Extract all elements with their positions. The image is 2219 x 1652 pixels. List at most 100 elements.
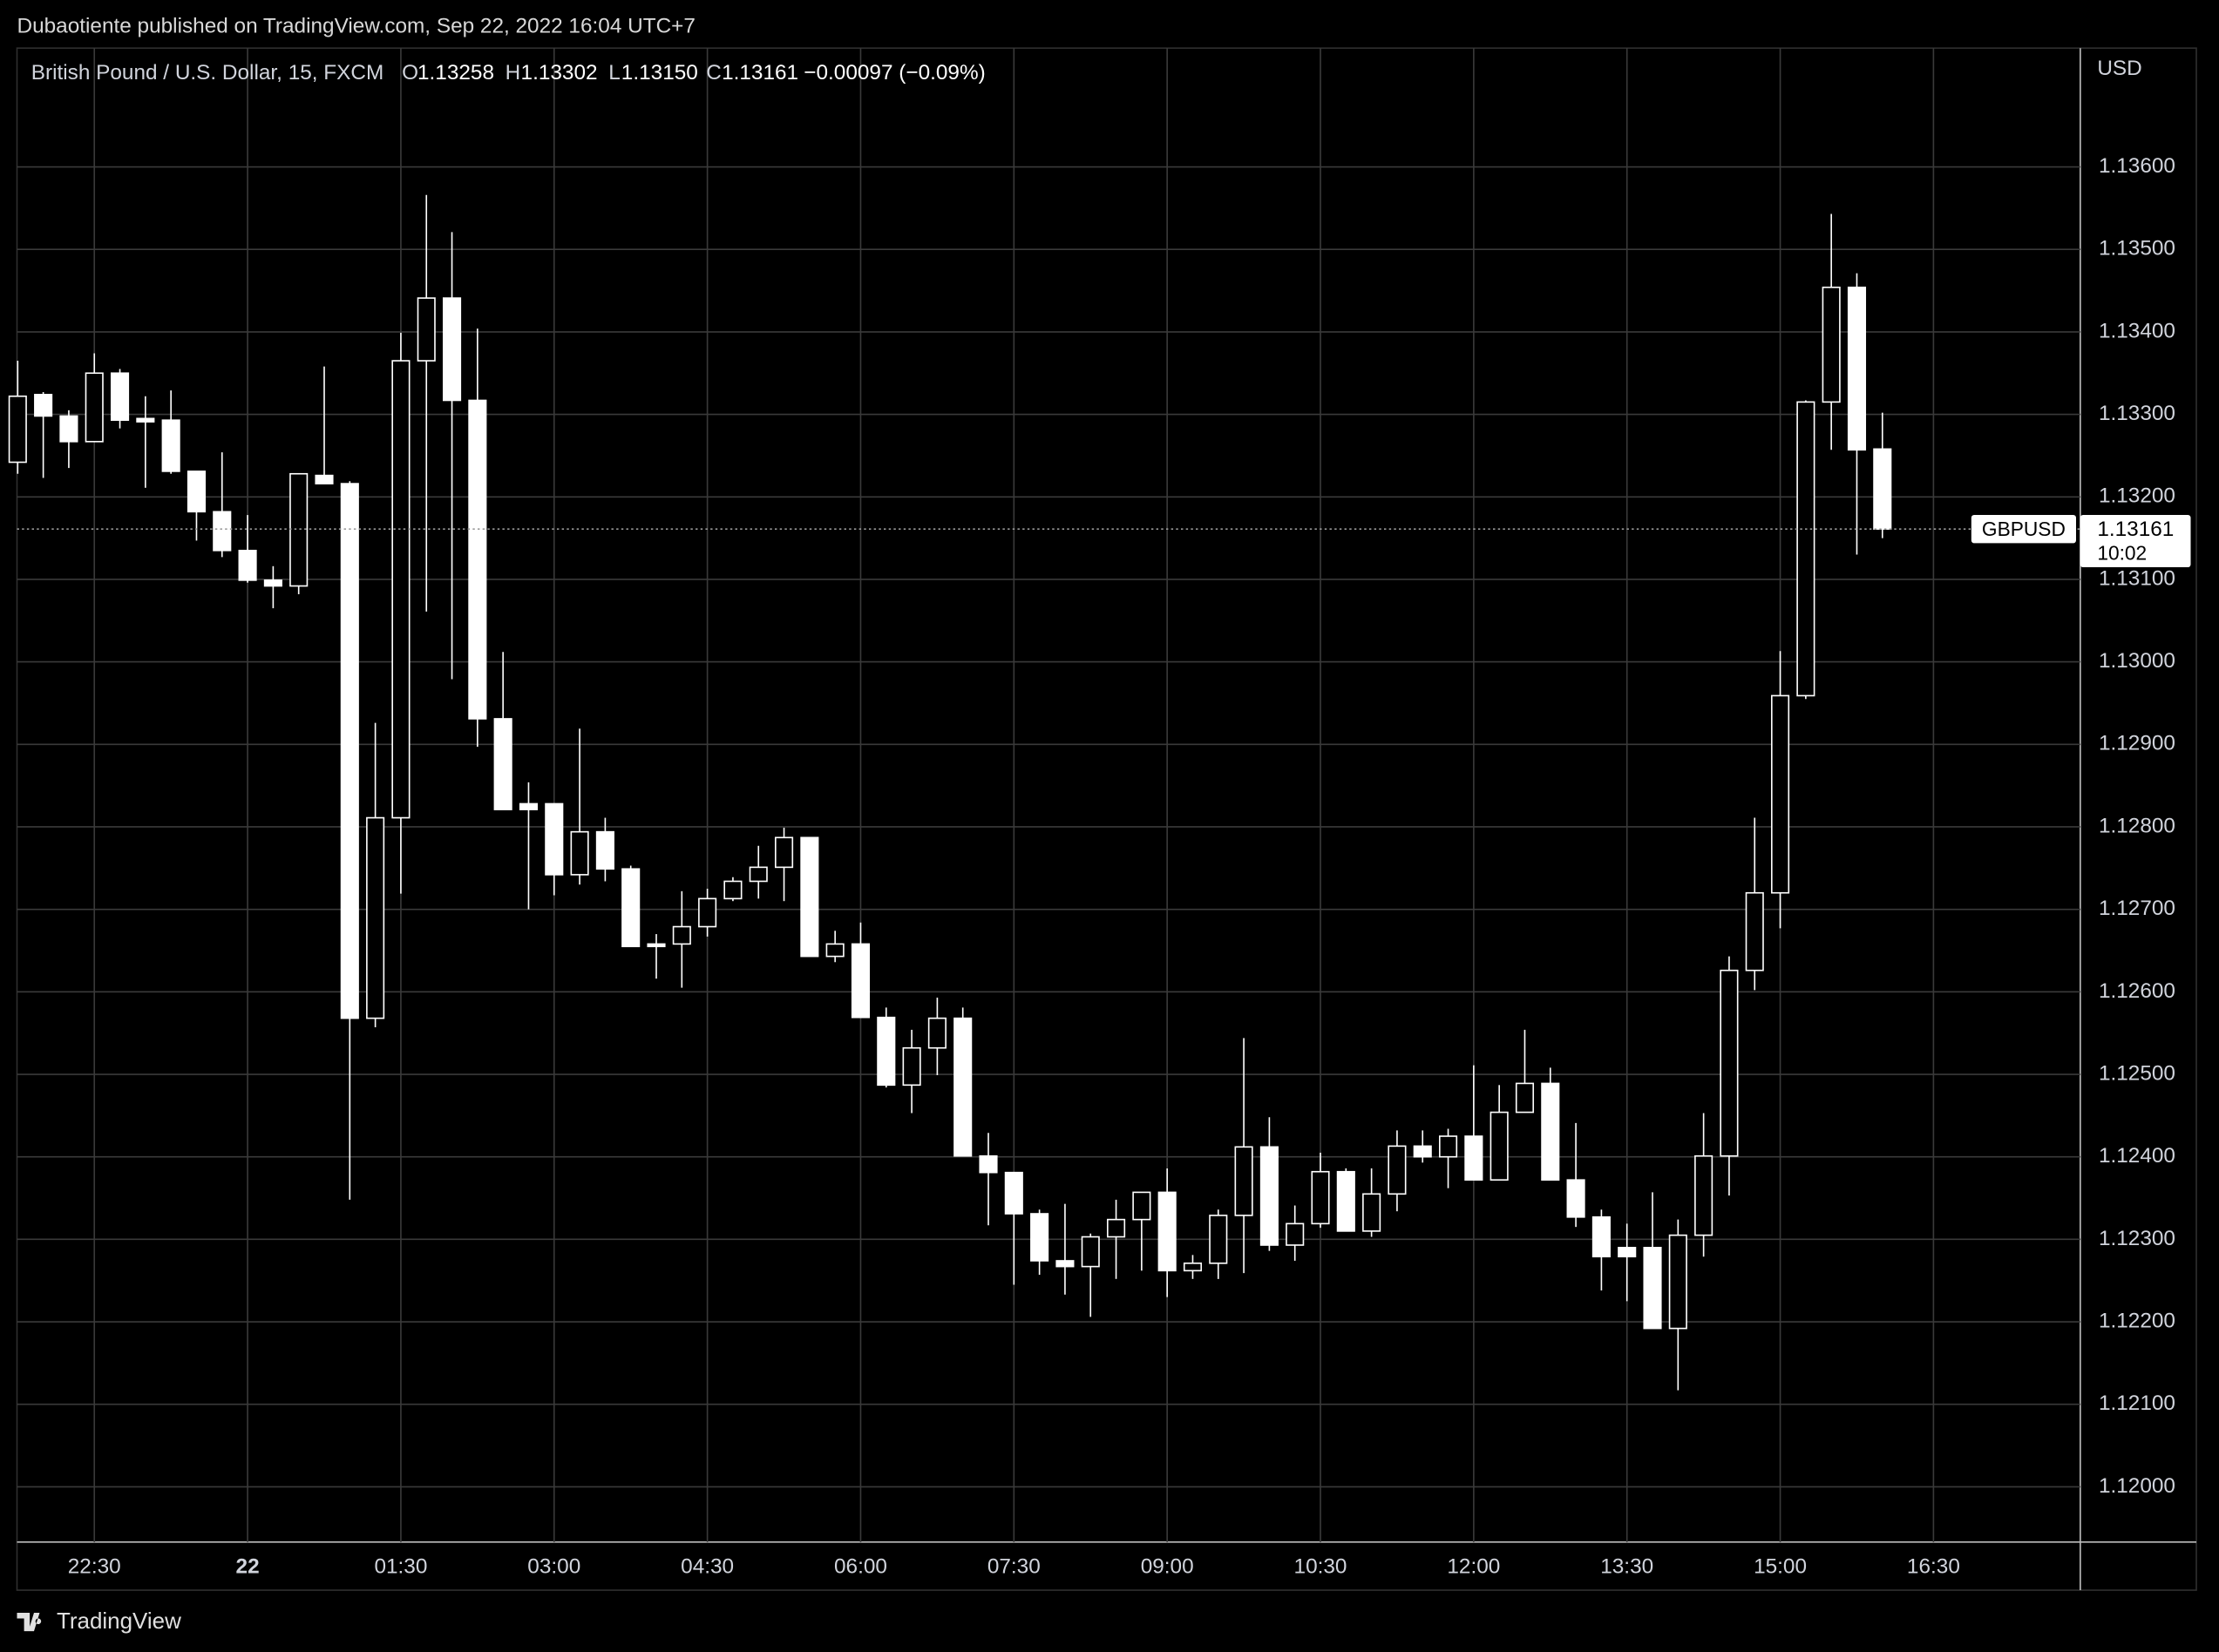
- y-tick-label: 1.13400: [2099, 319, 2175, 342]
- candle-body-down: [1336, 1170, 1355, 1232]
- candle-body-down: [1464, 1135, 1483, 1181]
- y-tick-label: 1.12100: [2099, 1391, 2175, 1415]
- y-tick-label: 1.13000: [2099, 649, 2175, 673]
- candle-body-up: [825, 943, 845, 958]
- pane-border: [16, 47, 2197, 1591]
- y-tick-label: 1.13200: [2099, 484, 2175, 508]
- candle-body-down: [238, 549, 257, 581]
- y-tick-label: 1.13300: [2099, 402, 2175, 425]
- price-label-box: [2080, 514, 2191, 568]
- candle-body-down: [442, 297, 462, 402]
- legend-open: 1.13258: [417, 61, 494, 85]
- symbol-label-box: [1971, 514, 2076, 544]
- candle-body-down: [468, 399, 487, 720]
- candle-body-down: [1157, 1191, 1177, 1272]
- candle-body-up: [1745, 891, 1764, 972]
- candle-body-up: [1771, 694, 1790, 894]
- candle-body-down: [595, 830, 614, 870]
- legend-high: 1.13302: [521, 61, 598, 85]
- candle-body-up: [1490, 1111, 1509, 1181]
- candle-body-up: [1796, 401, 1815, 697]
- x-tick-label: 22:30: [68, 1555, 121, 1579]
- candle-body-down: [340, 483, 359, 1019]
- brand-logo: [17, 1613, 42, 1632]
- x-tick-label: 04:30: [681, 1555, 734, 1579]
- overlay: British Pound / U.S. Dollar, 15, FXCM O …: [17, 57, 2191, 568]
- candle-body-down: [647, 943, 666, 948]
- candle-body-up: [927, 1017, 947, 1049]
- candle-body-down: [110, 372, 130, 422]
- x-tick-label: 06:00: [834, 1555, 887, 1579]
- candle-body-down: [1847, 286, 1867, 451]
- x-tick-label: 16:30: [1907, 1555, 1960, 1579]
- candle-body-down: [1643, 1247, 1662, 1330]
- candle-body-down: [1873, 448, 1892, 530]
- candle-body-up: [1362, 1193, 1381, 1232]
- candle-body-up: [774, 836, 794, 869]
- candle-body-down: [851, 943, 871, 1019]
- candle-body-down: [953, 1017, 973, 1157]
- candle-body-up: [1438, 1135, 1458, 1158]
- candle-body-down: [1030, 1213, 1049, 1262]
- legend-o: O: [402, 61, 418, 85]
- x-tick-label: 22: [236, 1555, 260, 1579]
- y-tick-label: 1.13500: [2099, 237, 2175, 261]
- candle-body-up: [289, 472, 309, 587]
- symbol-label: GBPUSD: [1982, 518, 2066, 540]
- y-tick-label: 1.12000: [2099, 1474, 2175, 1498]
- x-tick-label: 10:30: [1294, 1555, 1347, 1579]
- candle-body-down: [519, 802, 539, 810]
- candle-body-down: [1004, 1171, 1023, 1215]
- candle-body-down: [263, 579, 282, 587]
- candle-body-down: [34, 394, 53, 417]
- candle-body-down: [493, 718, 512, 810]
- candle-body-down: [1055, 1260, 1075, 1268]
- candle-body-up: [1132, 1191, 1151, 1221]
- brand: TradingView: [17, 1608, 181, 1634]
- legend-l: L: [608, 61, 621, 85]
- candle-body-up: [1081, 1236, 1100, 1268]
- y-tick-label: 1.12800: [2099, 814, 2175, 837]
- candle-body-up: [1668, 1234, 1687, 1330]
- candle-body-up: [1388, 1145, 1407, 1195]
- x-tick-label: 01:30: [374, 1555, 427, 1579]
- currency: USD: [2097, 57, 2141, 80]
- candle-body-up: [672, 925, 691, 945]
- y-tick-label: 1.13100: [2099, 566, 2175, 590]
- candle-body-up: [417, 297, 436, 362]
- candle-body-up: [1720, 969, 1739, 1157]
- candle-body-down: [213, 511, 232, 552]
- y-tick-label: 1.12700: [2099, 897, 2175, 920]
- candle-body-down: [979, 1154, 998, 1174]
- candle-body-up: [1694, 1154, 1713, 1236]
- candle-body-up: [1209, 1215, 1228, 1264]
- candle-body-down: [1413, 1145, 1432, 1158]
- candle-body-up: [902, 1046, 921, 1087]
- candle-body-down: [877, 1016, 896, 1087]
- candle-body-down: [315, 474, 334, 484]
- candle-body-up: [749, 866, 768, 883]
- candle-body-up: [1515, 1082, 1535, 1114]
- candle-body-up: [8, 395, 27, 464]
- publisher: Dubaotiente published on TradingView.com…: [17, 14, 695, 37]
- candle-body-up: [570, 830, 589, 876]
- x-tick-label: 15:00: [1754, 1555, 1807, 1579]
- legend-low: 1.13150: [621, 61, 698, 85]
- x-tick-label: 12:00: [1447, 1555, 1500, 1579]
- candle-body-down: [545, 802, 564, 876]
- candle-body-up: [85, 372, 104, 443]
- y-tick-label: 1.12200: [2099, 1309, 2175, 1332]
- x-tick-label: 07:30: [987, 1555, 1041, 1579]
- candle-body-up: [698, 897, 717, 928]
- candle-body-down: [800, 836, 819, 958]
- legend-h: H: [506, 61, 521, 85]
- x-tick-label: 03:00: [527, 1555, 580, 1579]
- legend-name: British Pound / U.S. Dollar, 15, FXCM: [31, 61, 384, 85]
- y-tick-label: 1.12400: [2099, 1144, 2175, 1168]
- x-tick-label: 13:30: [1600, 1555, 1653, 1579]
- price-label: 1.13161: [2097, 518, 2174, 541]
- candle-body-down: [1541, 1082, 1560, 1181]
- candle-body-up: [1286, 1222, 1305, 1246]
